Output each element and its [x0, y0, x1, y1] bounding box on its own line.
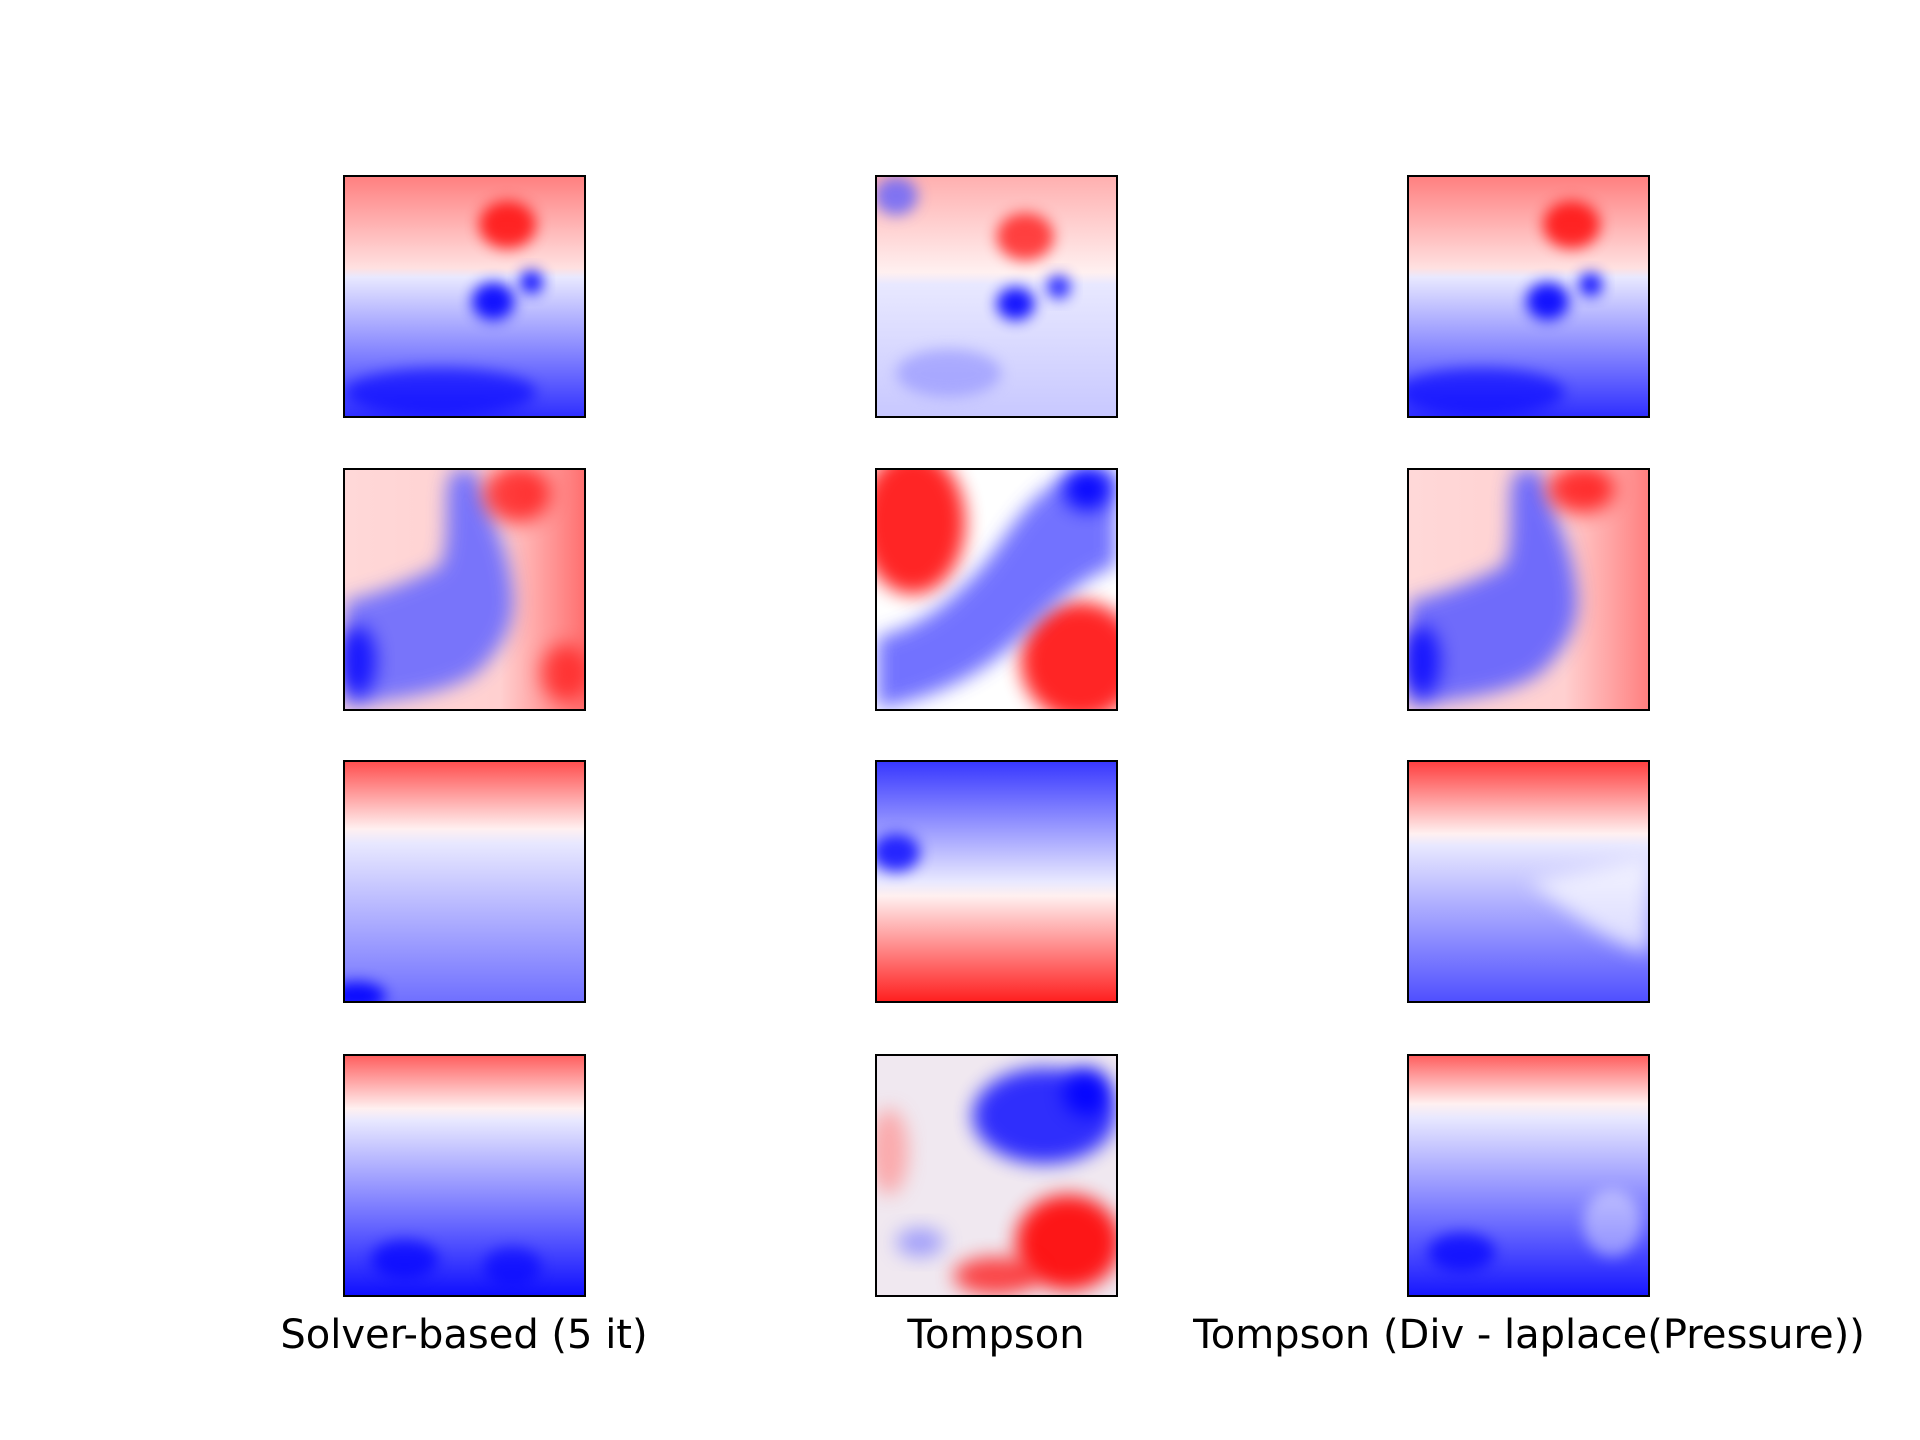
- heatmap-field: [345, 762, 584, 1001]
- blue-blob: [345, 981, 386, 1001]
- red-blob: [1542, 200, 1601, 249]
- blue-band: [877, 470, 1116, 709]
- heatmap-field: [345, 1056, 584, 1295]
- red-blob: [877, 1108, 909, 1195]
- blue-blob: [896, 349, 1002, 397]
- heatmap-panel-r4-solver: [343, 1054, 586, 1297]
- red-blob: [478, 200, 537, 249]
- heatmap-field: [345, 177, 584, 416]
- heatmap-panel-r4-tompson: [875, 1054, 1118, 1297]
- blue-band: [1409, 470, 1578, 709]
- blue-blob: [345, 368, 537, 416]
- heatmap-field: [877, 470, 1116, 709]
- heatmap-panel-r2-tompson: [875, 468, 1118, 711]
- blue-band: [345, 470, 514, 709]
- heatmap-panel-r4-tompson-div: [1407, 1054, 1650, 1297]
- blue-blob: [519, 270, 544, 295]
- heatmap-field: [877, 762, 1116, 1001]
- blue-blob: [471, 282, 515, 321]
- heatmap-panel-r3-tompson-div: [1407, 760, 1650, 1003]
- blue-blob: [345, 625, 377, 698]
- red-blob: [953, 1256, 1040, 1295]
- heatmap-panel-r2-tompson-div: [1407, 468, 1650, 711]
- blue-blob: [1409, 625, 1441, 698]
- blue-blob: [1526, 282, 1570, 321]
- heatmap-field: [345, 470, 584, 709]
- red-blob: [1547, 470, 1615, 514]
- column-label-tompson: Tompson: [907, 1312, 1085, 1358]
- heatmap-panel-r1-solver: [343, 175, 586, 418]
- blue-blob: [1428, 1232, 1496, 1272]
- heatmap-panel-r3-tompson: [875, 760, 1118, 1003]
- heatmap-field: [877, 177, 1116, 416]
- blue-blob: [877, 833, 921, 872]
- blue-blob: [996, 286, 1035, 321]
- red-blob: [877, 470, 966, 595]
- heatmap-field: [1409, 762, 1648, 1001]
- blue-blob: [483, 1247, 541, 1286]
- blue-blob: [1409, 368, 1565, 416]
- heatmap-field: [1409, 1056, 1648, 1295]
- blue-blob: [1046, 274, 1071, 299]
- red-blob: [483, 470, 551, 523]
- red-blob: [1015, 1194, 1116, 1291]
- red-blob: [1020, 601, 1116, 709]
- heatmap-field: [1409, 177, 1648, 416]
- heatmap-panel-r3-solver: [343, 760, 586, 1003]
- blue-blob: [877, 177, 918, 216]
- column-label-tompson-div: Tompson (Div - laplace(Pressure)): [1193, 1312, 1865, 1358]
- blue-blob: [896, 1228, 944, 1257]
- light-blob: [1583, 1189, 1641, 1257]
- heatmap-panel-r1-tompson: [875, 175, 1118, 418]
- blue-blob: [1578, 272, 1603, 297]
- blue-blob: [1063, 470, 1112, 511]
- blue-blob: [371, 1240, 439, 1279]
- heatmap-field: [877, 1056, 1116, 1295]
- heatmap-field: [1409, 470, 1648, 709]
- column-label-solver: Solver-based (5 it): [280, 1312, 648, 1358]
- red-blob: [996, 212, 1054, 261]
- red-blob: [540, 644, 584, 702]
- blue-blob: [1063, 1067, 1112, 1116]
- light-band: [1528, 857, 1648, 954]
- heatmap-panel-r2-solver: [343, 468, 586, 711]
- heatmap-panel-r1-tompson-div: [1407, 175, 1650, 418]
